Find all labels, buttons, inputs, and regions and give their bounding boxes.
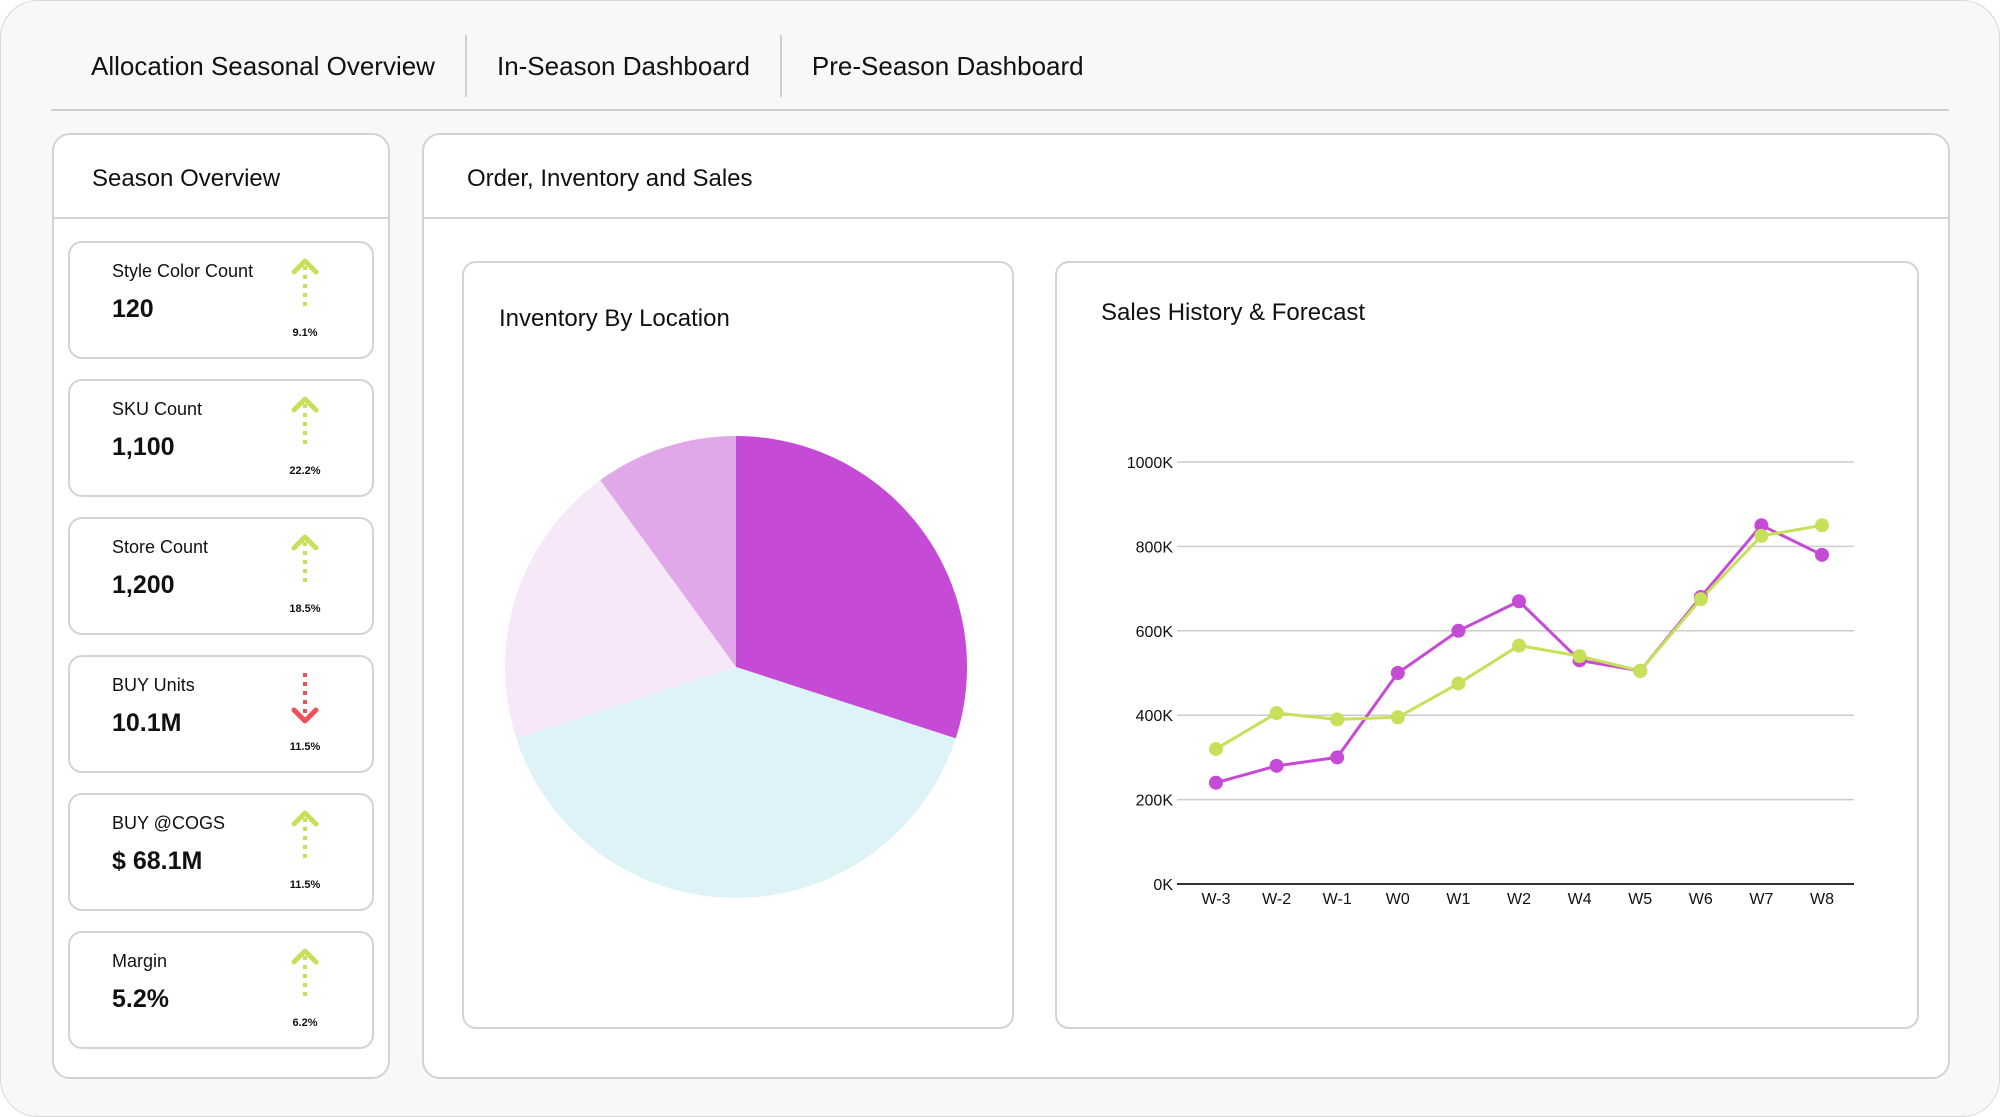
kpi-card-buy-units[interactable]: BUY Units 10.1M 11.5% xyxy=(68,655,374,773)
season-overview-title: Season Overview xyxy=(92,165,281,192)
pie-slice-3[interactable] xyxy=(505,480,736,739)
data-point[interactable] xyxy=(1269,758,1284,773)
sales-line-chart: 0K 200K 400K 600K 800K 1000K W-3 W-2 W-1 W0 W1 W2 W4… xyxy=(1127,455,1854,908)
kpi-label: BUY @COGS xyxy=(112,813,225,833)
data-point[interactable] xyxy=(1754,518,1769,533)
kpi-change: 22.2% xyxy=(289,465,321,477)
x-tick-label: W4 xyxy=(1568,891,1592,908)
data-point[interactable] xyxy=(1330,712,1345,727)
data-point[interactable] xyxy=(1512,594,1526,609)
pie-chart-title: Inventory By Location xyxy=(499,305,730,332)
kpi-label: Store Count xyxy=(112,537,209,557)
trend-up-arrow-icon xyxy=(291,810,319,861)
tab-divider xyxy=(779,35,782,97)
kpi-card-style-color-count[interactable]: Style Color Count 120 9.1% xyxy=(68,241,374,359)
data-point[interactable] xyxy=(1512,638,1526,653)
order-inventory-sales-panel: Order, Inventory and Sales Inventory By … xyxy=(422,133,1950,1079)
data-point[interactable] xyxy=(1330,750,1345,765)
x-tick-label: W-2 xyxy=(1262,891,1291,908)
series-line-1 xyxy=(1215,523,1823,785)
sales-history-forecast-card: Sales History & Forecast 0K 200K 400K 600K 8… xyxy=(1055,261,1919,1029)
tab-divider xyxy=(464,35,467,97)
panel-header-divider xyxy=(54,217,388,219)
x-tick-label: W-1 xyxy=(1323,891,1352,908)
kpi-change: 11.5% xyxy=(289,741,321,753)
line-chart-title: Sales History & Forecast xyxy=(1101,299,1366,326)
tab-pre-season-dashboard[interactable]: Pre-Season Dashboard xyxy=(811,50,1084,81)
data-point[interactable] xyxy=(1633,663,1648,678)
x-tick-label: W1 xyxy=(1446,891,1470,908)
x-tick-label: W2 xyxy=(1507,891,1531,908)
x-tick-label: W8 xyxy=(1810,891,1834,908)
kpi-card-store-count[interactable]: Store Count 1,200 18.5% xyxy=(68,517,374,635)
y-tick-label: 200K xyxy=(1136,793,1174,810)
kpi-card-sku-count[interactable]: SKU Count 1,100 22.2% xyxy=(68,379,374,497)
kpi-value: 120 xyxy=(112,295,154,323)
y-tick-label: 600K xyxy=(1136,624,1174,641)
data-point[interactable] xyxy=(1269,706,1284,721)
pie-slice-2[interactable] xyxy=(516,667,956,898)
kpi-value: 10.1M xyxy=(112,709,182,737)
y-tick-label: 0K xyxy=(1153,877,1173,894)
x-tick-label: W6 xyxy=(1689,891,1713,908)
trend-up-arrow-icon xyxy=(291,258,319,309)
trend-down-arrow-icon xyxy=(291,673,319,724)
season-overview-panel: Season Overview Style Color Count 120 9.… xyxy=(52,133,390,1079)
kpi-change: 9.1% xyxy=(292,327,318,339)
data-point[interactable] xyxy=(1390,710,1405,725)
panel-header-divider xyxy=(424,217,1948,219)
data-point[interactable] xyxy=(1209,741,1223,756)
kpi-value: 1,100 xyxy=(112,433,175,461)
inventory-pie-chart xyxy=(505,436,967,898)
tab-in-season-dashboard[interactable]: In-Season Dashboard xyxy=(496,50,750,81)
kpi-change: 6.2% xyxy=(292,1017,318,1029)
kpi-value: 1,200 xyxy=(112,571,175,599)
data-point[interactable] xyxy=(1451,676,1466,691)
kpi-value: 5.2% xyxy=(112,985,169,1013)
data-point[interactable] xyxy=(1693,592,1708,607)
kpi-card-buy-cogs[interactable]: BUY @COGS $ 68.1M 11.5% xyxy=(68,793,374,911)
data-point[interactable] xyxy=(1451,623,1466,638)
trend-up-arrow-icon xyxy=(291,534,319,585)
order-inventory-sales-title: Order, Inventory and Sales xyxy=(467,165,753,192)
x-tick-label: W7 xyxy=(1749,891,1773,908)
tab-allocation-seasonal-overview[interactable]: Allocation Seasonal Overview xyxy=(91,50,435,81)
data-point[interactable] xyxy=(1390,666,1405,680)
data-point[interactable] xyxy=(1209,775,1223,790)
data-point[interactable] xyxy=(1754,528,1769,543)
data-point[interactable] xyxy=(1572,649,1587,664)
x-tick-label: W5 xyxy=(1628,891,1652,908)
kpi-label: Style Color Count xyxy=(112,261,254,281)
tab-bar: Allocation Seasonal Overview In-Season D… xyxy=(51,35,1114,97)
kpi-value: $ 68.1M xyxy=(112,847,203,875)
y-tick-label: 1000K xyxy=(1127,455,1174,472)
kpi-card-margin[interactable]: Margin 5.2% 6.2% xyxy=(68,931,374,1049)
x-tick-label: W-3 xyxy=(1201,891,1230,908)
y-tick-label: 400K xyxy=(1136,708,1174,725)
trend-up-arrow-icon xyxy=(291,396,319,447)
pie-slice-4[interactable] xyxy=(600,436,736,667)
kpi-label: BUY Units xyxy=(112,675,195,695)
data-point[interactable] xyxy=(1815,518,1829,533)
kpi-label: Margin xyxy=(112,951,168,971)
kpi-label: SKU Count xyxy=(112,399,203,419)
data-point[interactable] xyxy=(1815,547,1829,562)
y-tick-label: 800K xyxy=(1136,539,1174,556)
kpi-change: 18.5% xyxy=(289,603,321,615)
tab-bar-divider xyxy=(51,109,1949,111)
trend-up-arrow-icon xyxy=(291,948,319,999)
x-tick-label: W0 xyxy=(1386,891,1410,908)
pie-slice-1[interactable] xyxy=(736,436,967,739)
inventory-by-location-card: Inventory By Location xyxy=(462,261,1014,1029)
kpi-change: 11.5% xyxy=(289,879,321,891)
